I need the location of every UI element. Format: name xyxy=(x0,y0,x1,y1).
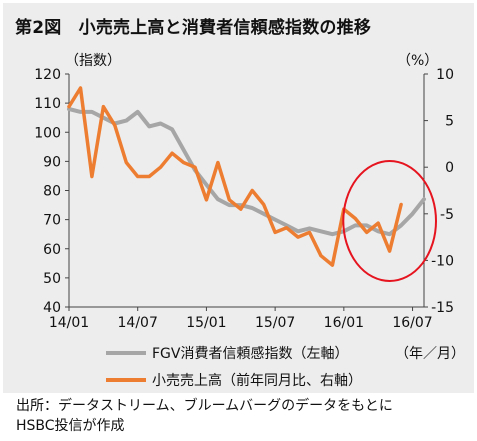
left-tick-label: 40 xyxy=(43,300,61,316)
right-tick-label: 0 xyxy=(445,160,454,176)
red-highlight-ellipse xyxy=(342,160,438,282)
legend-label-fgv: FGV消費者信頼感指数（左軸） xyxy=(152,345,348,362)
left-tick-label: 70 xyxy=(43,213,61,229)
x-tick-label: 14/01 xyxy=(49,315,89,331)
left-tick-label: 90 xyxy=(43,154,61,170)
right-tick-label: -5 xyxy=(440,207,454,223)
x-tick-label: 15/07 xyxy=(255,315,295,331)
source-line-1: 出所：データストリーム、ブルームバーグのデータをもとに xyxy=(16,398,393,414)
series-retail-sales-line xyxy=(67,86,403,267)
left-tick-label: 50 xyxy=(43,271,61,287)
right-tick-label: 5 xyxy=(445,114,454,130)
left-axis-label: （指数） xyxy=(65,53,121,69)
legend-label-retail: 小売売上高（前年同月比、右軸） xyxy=(152,372,362,389)
series-fgv-confidence-line xyxy=(67,107,426,237)
x-axis-unit-label: （年／月） xyxy=(395,346,465,362)
chart-panel: 第2図 小売売上高と消費者信頼感指数の推移 40 50 60 70 80 90 100 110… xyxy=(3,3,474,393)
left-tick-label: 110 xyxy=(34,96,61,112)
x-tick-label: 16/07 xyxy=(392,315,432,331)
left-tick-label: 120 xyxy=(34,67,61,83)
left-tick-label: 80 xyxy=(43,184,61,200)
x-tick-label: 14/07 xyxy=(118,315,158,331)
left-tick-label: 60 xyxy=(43,242,61,258)
line-chart: 40 50 60 70 80 90 100 110 120 -15 -10 -5 0 5 10 （指数） （%）… xyxy=(34,53,465,389)
left-tick-label: 100 xyxy=(34,125,61,141)
x-tick-label: 16/01 xyxy=(324,315,364,331)
right-tick-label: -10 xyxy=(431,253,454,269)
x-tick-label: 15/01 xyxy=(186,315,226,331)
source-line-2: HSBC投信が作成 xyxy=(16,418,125,434)
right-tick-label: -15 xyxy=(431,300,454,316)
source-note: 出所：データストリーム、ブルームバーグのデータをもとに HSBC投信が作成 xyxy=(16,396,393,436)
right-tick-label: 10 xyxy=(436,67,454,83)
chart-title: 第2図 小売売上高と消費者信頼感指数の推移 xyxy=(15,18,372,38)
right-axis-label: （%） xyxy=(397,53,438,69)
